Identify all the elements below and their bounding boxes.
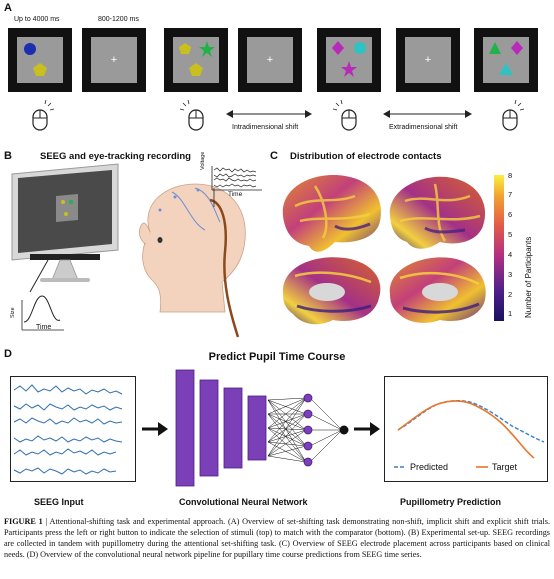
voltage-axis-label: Voltage [200,151,206,170]
trial-screen-4 [474,28,538,92]
output-node [339,425,349,435]
seeg-input-box [10,376,136,482]
monitor-icon [11,163,119,282]
fixation-cross-icon: + [424,54,432,66]
pupil-time-label: Time [36,324,52,331]
trial-screen-2 [164,28,228,92]
colorbar-label: Number of Participants [524,236,533,318]
cnn-label: Convolutional Neural Network [179,497,308,507]
colorbar-tick: 5 [508,230,513,239]
colorbar-tick: 7 [508,190,513,199]
legend-predicted: Predicted [410,462,449,472]
colorbar-tick: 3 [508,270,513,279]
panel-a-letter: A [4,2,12,14]
voltage-time-label: Time [228,191,243,198]
seeg-traces [13,384,123,475]
cnn-diagram [175,369,349,487]
brain-lateral-left-icon [282,175,381,252]
stimuli-set-4 [489,41,523,75]
seeg-setup-illustration [11,163,262,338]
target-line [397,400,535,459]
fixation-screen-1: + [82,28,146,92]
time-label-fixation: 800-1200 ms [98,16,139,23]
child-head-icon [138,183,246,313]
cnn-layers [175,369,267,487]
figure-caption: FIGURE 1 | Attentional-shifting task and… [4,516,550,560]
trial-screen-3 [317,28,381,92]
green-triangle-icon [489,42,501,54]
panel-c-letter: C [270,150,278,162]
panel-c-title: Distribution of electrode contacts [290,151,442,162]
magenta-diamond-icon [511,41,523,55]
colorbar-ticks: 8 7 6 5 4 3 2 1 [508,171,520,321]
cyan-triangle-icon [499,63,513,75]
predicted-line [397,399,545,443]
legend-target: Target [492,462,518,472]
dense-nodes [303,393,313,467]
yellow-pentagon-icon [33,63,47,76]
colorbar-tick: 6 [508,210,513,219]
arrow-right-icon [142,422,168,436]
colorbar-tick: 1 [508,309,513,318]
time-label-stimulus: Up to 4000 ms [14,16,60,23]
colorbar-tick: 2 [508,290,513,299]
cyan-circle-icon [354,42,366,54]
stimuli-set-2 [179,41,215,76]
colorbar [494,175,504,321]
figure-label: FIGURE 1 [4,517,43,526]
yellow-pentagon-icon [179,43,191,54]
colorbar-tick: 8 [508,171,513,180]
dense-connections [267,397,343,463]
brain-lateral-right-icon [389,176,486,249]
pupil-size-axis-label: Size [10,307,16,318]
seeg-input-label: SEEG Input [34,497,84,507]
electrode-cable-icon [209,198,240,338]
arrow-right-icon [354,422,380,436]
extradimensional-shift-label: Extradimensional shift [389,124,458,131]
trial-screen-1 [8,28,72,92]
pupil-size-plot [21,295,64,331]
stimuli-set-1 [24,43,47,76]
fixation-cross-icon: + [110,54,118,66]
fixation-cross-icon: + [266,54,274,66]
panel-d-letter: D [4,348,12,360]
colorbar-tick: 4 [508,250,513,259]
green-star-icon [199,41,215,57]
blue-circle-icon [24,43,36,55]
prediction-plot [384,376,548,482]
mouse-icon [179,99,204,131]
extradimensional-arrow-icon [383,110,472,118]
brain-medial-left-icon [282,257,381,325]
brain-renderings [282,175,486,325]
voltage-trace-plot [211,166,262,191]
mouse-icon [332,99,357,131]
panel-b-title: SEEG and eye-tracking recording [40,151,191,162]
magenta-diamond-icon [332,41,344,55]
pupillometry-prediction-label: Pupillometry Prediction [400,497,502,507]
intradimensional-arrow-icon [226,110,312,118]
fixation-screen-3: + [396,28,460,92]
fixation-screen-2: + [238,28,302,92]
stimuli-set-3 [332,41,366,77]
mouse-icon [32,99,55,131]
mouse-icon [502,99,525,131]
caption-text: | Attentional-shifting task and experime… [4,517,551,559]
mouse-and-shift-row [32,99,525,131]
yellow-pentagon-icon [189,63,203,76]
magenta-star-icon [341,61,357,77]
brain-medial-right-icon [389,257,486,323]
intradimensional-shift-label: Intradimensional shift [232,124,299,131]
panel-d-title: Predict Pupil Time Course [208,351,346,363]
panel-b-letter: B [4,150,12,162]
